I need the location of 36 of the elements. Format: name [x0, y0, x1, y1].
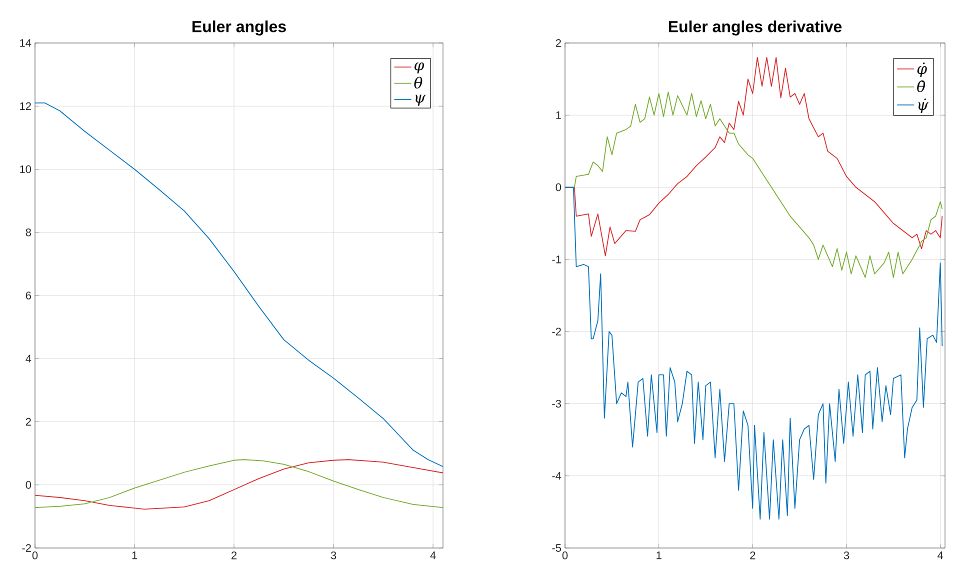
y-tick-label: 14	[20, 39, 32, 47]
y-tick-label: -1	[552, 256, 561, 264]
y-tick-label: 2	[26, 418, 31, 426]
y-tick-label: 0	[26, 480, 32, 489]
line-series	[565, 186, 943, 520]
x-tick-label: 2	[750, 552, 756, 560]
y-tick-label: 0	[556, 183, 562, 192]
y-tick-label: 12	[20, 102, 31, 110]
y-tick-label: 8	[26, 228, 32, 236]
x-tick-label: 0	[562, 552, 568, 560]
x-tick-label: 4	[938, 552, 944, 560]
y-tick-label: -2	[22, 544, 31, 552]
chart-title: Euler angles derivative	[668, 20, 842, 36]
y-tick-label: 6	[26, 292, 32, 300]
legend-label: ψ	[416, 94, 426, 106]
x-tick-label: 2	[232, 552, 237, 560]
x-tick-label: 1	[656, 552, 662, 560]
x-tick-label: 4	[430, 552, 436, 560]
legend-label: φ	[414, 62, 424, 74]
y-tick-label: 10	[20, 165, 32, 174]
legend-label: ψ̇	[918, 98, 928, 114]
x-tick-label: 1	[132, 552, 138, 560]
chart-title: Euler angles	[192, 20, 286, 36]
legend-label: φ̇	[917, 62, 927, 78]
y-tick-label: 4	[26, 354, 32, 362]
x-tick-label: 3	[844, 552, 850, 560]
legend-label: θ	[414, 76, 422, 88]
x-tick-label: 3	[330, 552, 336, 560]
y-tick-label: -3	[552, 400, 562, 408]
y-tick-label: 2	[556, 39, 561, 47]
y-tick-label: -5	[552, 544, 562, 552]
y-tick-label: 1	[556, 111, 561, 119]
legend-label: θ̇	[917, 80, 926, 92]
x-tick-label: 0	[32, 552, 38, 560]
y-tick-label: -4	[552, 472, 562, 480]
y-tick-label: -2	[552, 328, 561, 336]
